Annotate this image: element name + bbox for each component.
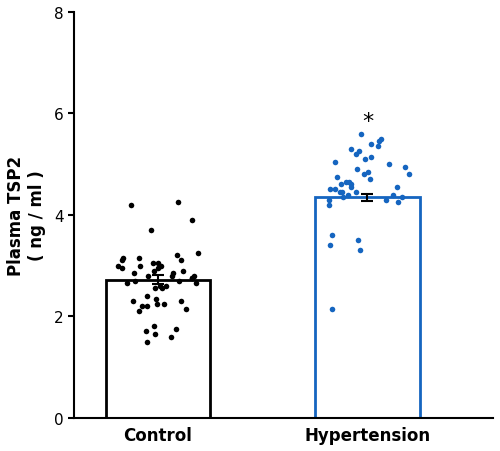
Point [142, 328, 150, 336]
Point [352, 151, 360, 158]
Point [146, 227, 154, 234]
Point [385, 161, 393, 168]
Point [389, 192, 397, 199]
Point [153, 300, 161, 308]
Point [330, 159, 338, 166]
Point [154, 260, 162, 267]
Point [382, 197, 390, 204]
Point [353, 166, 361, 174]
Point [356, 131, 364, 138]
Point [326, 242, 334, 249]
Point [182, 305, 190, 313]
Point [143, 293, 151, 300]
Point [356, 247, 364, 254]
Point [178, 258, 186, 265]
Point [378, 136, 386, 143]
Point [162, 283, 170, 290]
Point [167, 333, 175, 341]
Point [150, 331, 158, 338]
Point [157, 262, 165, 270]
Point [124, 280, 132, 287]
Point [152, 295, 160, 303]
Text: *: * [362, 112, 373, 132]
Point [344, 192, 351, 199]
Point [118, 255, 126, 262]
Point [338, 189, 346, 196]
Point [361, 156, 369, 163]
Point [132, 277, 140, 285]
Point [192, 280, 200, 287]
Point [143, 338, 151, 345]
Point [158, 285, 166, 292]
Point [118, 258, 126, 265]
Point [336, 181, 344, 189]
Point [172, 252, 180, 259]
Point [331, 186, 339, 193]
Point [364, 169, 372, 176]
Point [135, 308, 143, 315]
Point [392, 184, 400, 191]
Point [150, 267, 158, 275]
Point [366, 176, 374, 184]
Point [346, 146, 354, 153]
Point [144, 272, 152, 280]
Point [188, 275, 196, 282]
Point [136, 262, 144, 270]
Point [160, 300, 168, 308]
Point [156, 283, 164, 290]
Point [176, 298, 184, 305]
Point [344, 179, 352, 186]
Point [366, 141, 374, 148]
Point [374, 143, 382, 151]
Point [328, 232, 336, 239]
Point [130, 298, 138, 305]
Y-axis label: Plasma TSP2
( ng / ml ): Plasma TSP2 ( ng / ml ) [7, 156, 46, 275]
Point [169, 270, 177, 277]
Point [188, 275, 196, 282]
Point [172, 326, 180, 333]
Point [354, 237, 362, 244]
Point [376, 138, 384, 146]
Point [394, 199, 402, 206]
Point [336, 189, 344, 196]
Point [149, 260, 157, 267]
Point [356, 148, 364, 156]
Point [326, 197, 334, 204]
Bar [315, 198, 420, 418]
Point [400, 164, 408, 171]
Point [328, 305, 336, 313]
Bar [106, 280, 210, 418]
Point [168, 272, 176, 280]
Point [175, 277, 183, 285]
Point [144, 303, 152, 310]
Point [405, 171, 413, 179]
Point [134, 255, 142, 262]
Point [325, 202, 333, 209]
Point [352, 189, 360, 196]
Point [118, 265, 126, 272]
Point [339, 194, 347, 201]
Point [366, 153, 374, 161]
Point [152, 285, 160, 292]
Point [138, 303, 146, 310]
Point [347, 181, 355, 189]
Point [114, 262, 122, 270]
Point [342, 179, 350, 186]
Point [150, 323, 158, 330]
Point [334, 174, 342, 181]
Point [180, 267, 188, 275]
Point [347, 184, 355, 191]
Point [398, 194, 406, 201]
Point [174, 199, 182, 206]
Point [190, 272, 198, 280]
Point [360, 171, 368, 179]
Point [194, 250, 202, 257]
Point [127, 202, 135, 209]
Point [130, 270, 138, 277]
Point [188, 217, 196, 224]
Point [154, 265, 162, 272]
Point [326, 186, 334, 193]
